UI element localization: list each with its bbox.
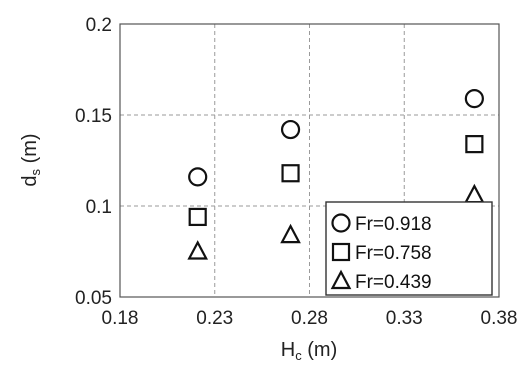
data-points (187, 89, 485, 260)
x-axis-label-sub: c (295, 348, 302, 363)
y-axis-label-sub: s (28, 168, 43, 175)
legend-entry-label: Fr=0.758 (355, 243, 432, 264)
triangle-data-point (280, 223, 301, 244)
y-tick-label: 0.05 (75, 288, 112, 309)
x-axis-label: Hc (m) (281, 339, 338, 363)
circle-data-point (280, 119, 301, 140)
triangle-data-point (464, 183, 485, 204)
x-tick-label: 0.38 (481, 308, 518, 329)
y-tick-label: 0.2 (86, 15, 112, 36)
y-tick-label: 0.15 (75, 106, 112, 127)
x-axis-label-unit: (m) (302, 339, 338, 361)
y-tick-label: 0.1 (86, 197, 112, 218)
legend-triangle-marker (330, 269, 352, 290)
legend-circle-marker (331, 213, 351, 233)
x-axis-label-main: H (281, 339, 295, 361)
square-data-point (465, 135, 484, 154)
legend: Fr=0.918 Fr=0.758 Fr=0.439 (325, 201, 493, 296)
x-tick-label: 0.33 (386, 308, 423, 329)
y-axis-label-unit: (m) (19, 133, 41, 169)
triangle-data-point (187, 240, 209, 260)
circle-data-point (188, 167, 208, 187)
y-tick-labels: 0.05 0.1 0.15 0.2 (75, 15, 112, 309)
legend-entry-label: Fr=0.439 (355, 272, 432, 293)
y-axis-label: ds (m) (19, 133, 43, 186)
x-tick-labels: 0.18 0.23 0.28 0.33 0.38 (102, 308, 518, 329)
legend-square-marker (331, 242, 351, 262)
square-data-point (188, 207, 207, 227)
circle-data-point (464, 89, 484, 109)
x-tick-label: 0.28 (291, 308, 328, 329)
square-data-point (281, 164, 300, 183)
plot-frame (119, 23, 500, 298)
legend-box (325, 201, 493, 296)
x-tick-label: 0.23 (196, 308, 233, 329)
legend-entry-label: Fr=0.918 (355, 214, 432, 235)
x-tick-label: 0.18 (102, 308, 139, 329)
y-axis-label-main: d (19, 175, 41, 186)
